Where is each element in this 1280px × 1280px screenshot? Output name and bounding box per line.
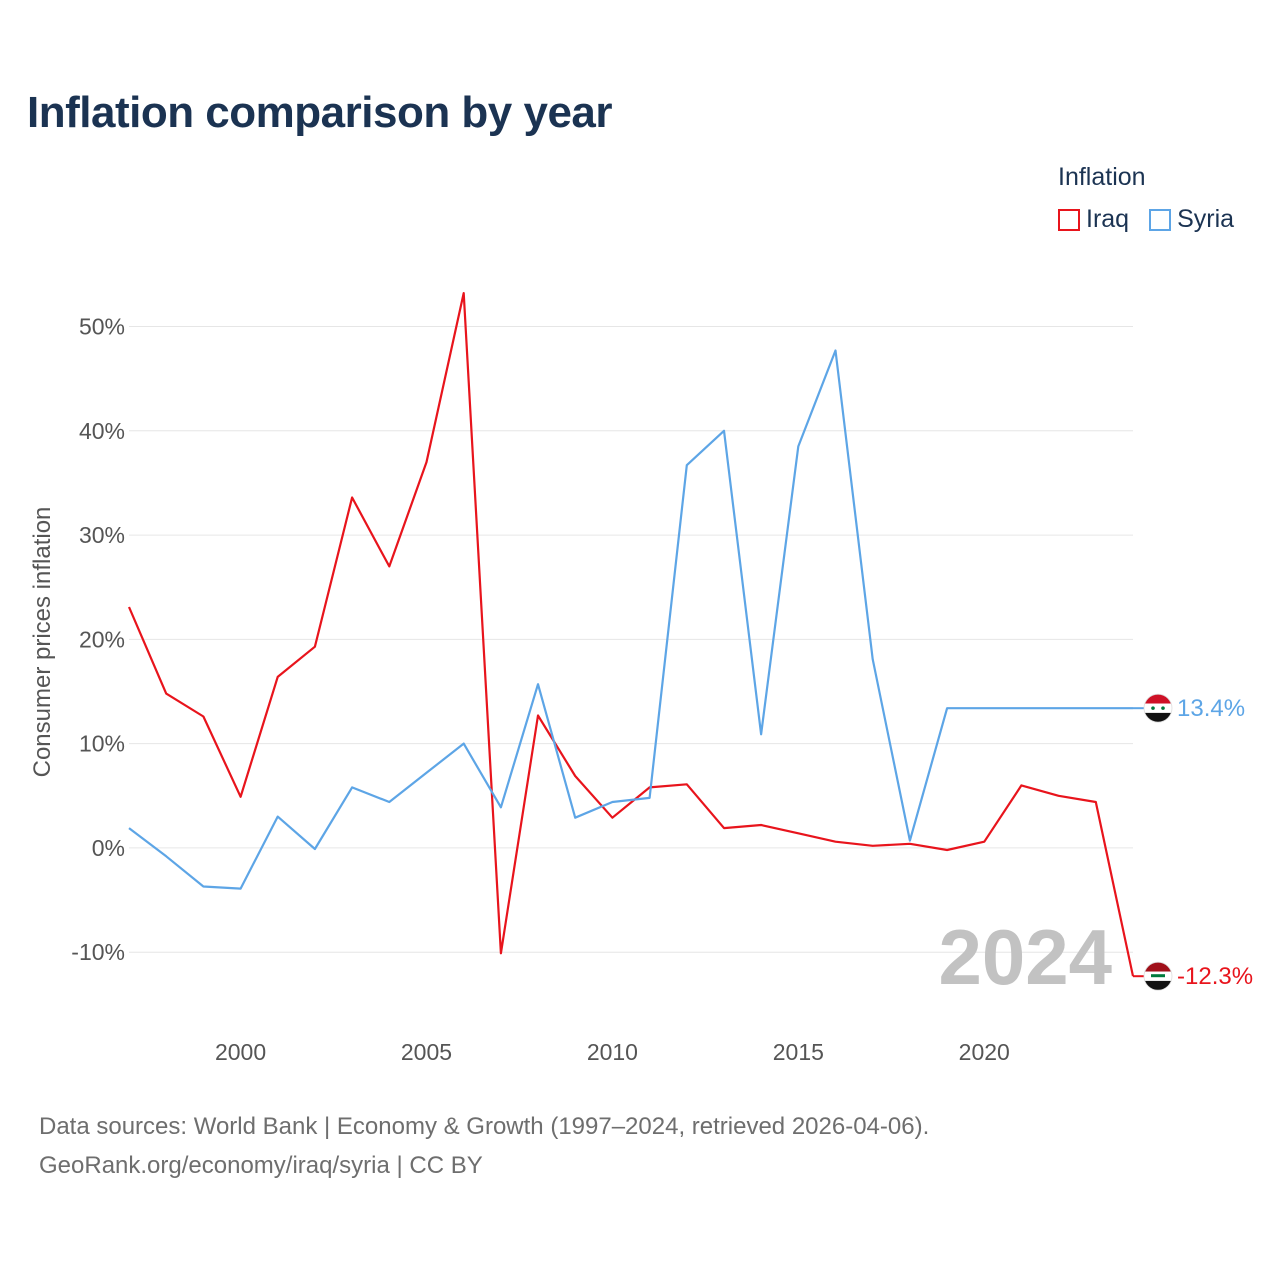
x-tick-label-1: 2005 bbox=[401, 1039, 452, 1065]
flag-icon-syria bbox=[1143, 693, 1173, 723]
y-tick-label-5: 40% bbox=[79, 418, 125, 444]
end-label-iraq: -12.3% bbox=[1177, 963, 1253, 990]
year-watermark: 2024 bbox=[938, 913, 1112, 1001]
x-axis-ticks: 2000 2005 2010 2015 2020 bbox=[215, 1039, 1010, 1065]
legend-label-syria: Syria bbox=[1177, 205, 1235, 233]
chart-title: Inflation comparison by year bbox=[27, 88, 613, 137]
x-tick-label-3: 2015 bbox=[773, 1039, 824, 1065]
y-tick-label-0: -10% bbox=[71, 939, 125, 965]
y-tick-label-4: 30% bbox=[79, 522, 125, 548]
end-markers: -12.3% 13.4% bbox=[1143, 693, 1253, 991]
y-tick-label-2: 10% bbox=[79, 731, 125, 757]
legend-swatch-iraq bbox=[1058, 208, 1080, 231]
series-line-iraq bbox=[127, 292, 1135, 977]
x-tick-label-4: 2020 bbox=[959, 1039, 1010, 1065]
legend-title: Inflation bbox=[1058, 163, 1146, 191]
grid bbox=[129, 326, 1133, 953]
x-tick-label-2: 2010 bbox=[587, 1039, 638, 1065]
legend: Iraq Syria bbox=[1058, 205, 1254, 234]
legend-item-iraq[interactable]: Iraq bbox=[1058, 205, 1129, 234]
legend-item-syria[interactable]: Syria bbox=[1149, 205, 1234, 234]
source-line-2: GeoRank.org/economy/iraq/syria | CC BY bbox=[39, 1152, 483, 1179]
y-tick-label-3: 20% bbox=[79, 626, 125, 652]
series-line-syria bbox=[128, 349, 1133, 890]
legend-label-iraq: Iraq bbox=[1086, 205, 1130, 233]
legend-swatch-syria bbox=[1149, 208, 1172, 231]
y-axis-ticks: -10% 0% 10% 20% 30% 40% 50% bbox=[71, 314, 125, 966]
end-label-syria: 13.4% bbox=[1177, 695, 1245, 722]
y-tick-label-6: 50% bbox=[79, 314, 125, 340]
flag-icon-iraq bbox=[1143, 961, 1173, 991]
x-tick-label-0: 2000 bbox=[215, 1039, 266, 1065]
y-axis-label: Consumer prices inflation bbox=[29, 507, 56, 778]
source-line-1: Data sources: World Bank | Economy & Gro… bbox=[39, 1113, 930, 1140]
source-note: Data sources: World Bank | Economy & Gro… bbox=[39, 1107, 929, 1185]
series-lines bbox=[127, 292, 1144, 978]
y-tick-label-1: 0% bbox=[92, 835, 125, 861]
